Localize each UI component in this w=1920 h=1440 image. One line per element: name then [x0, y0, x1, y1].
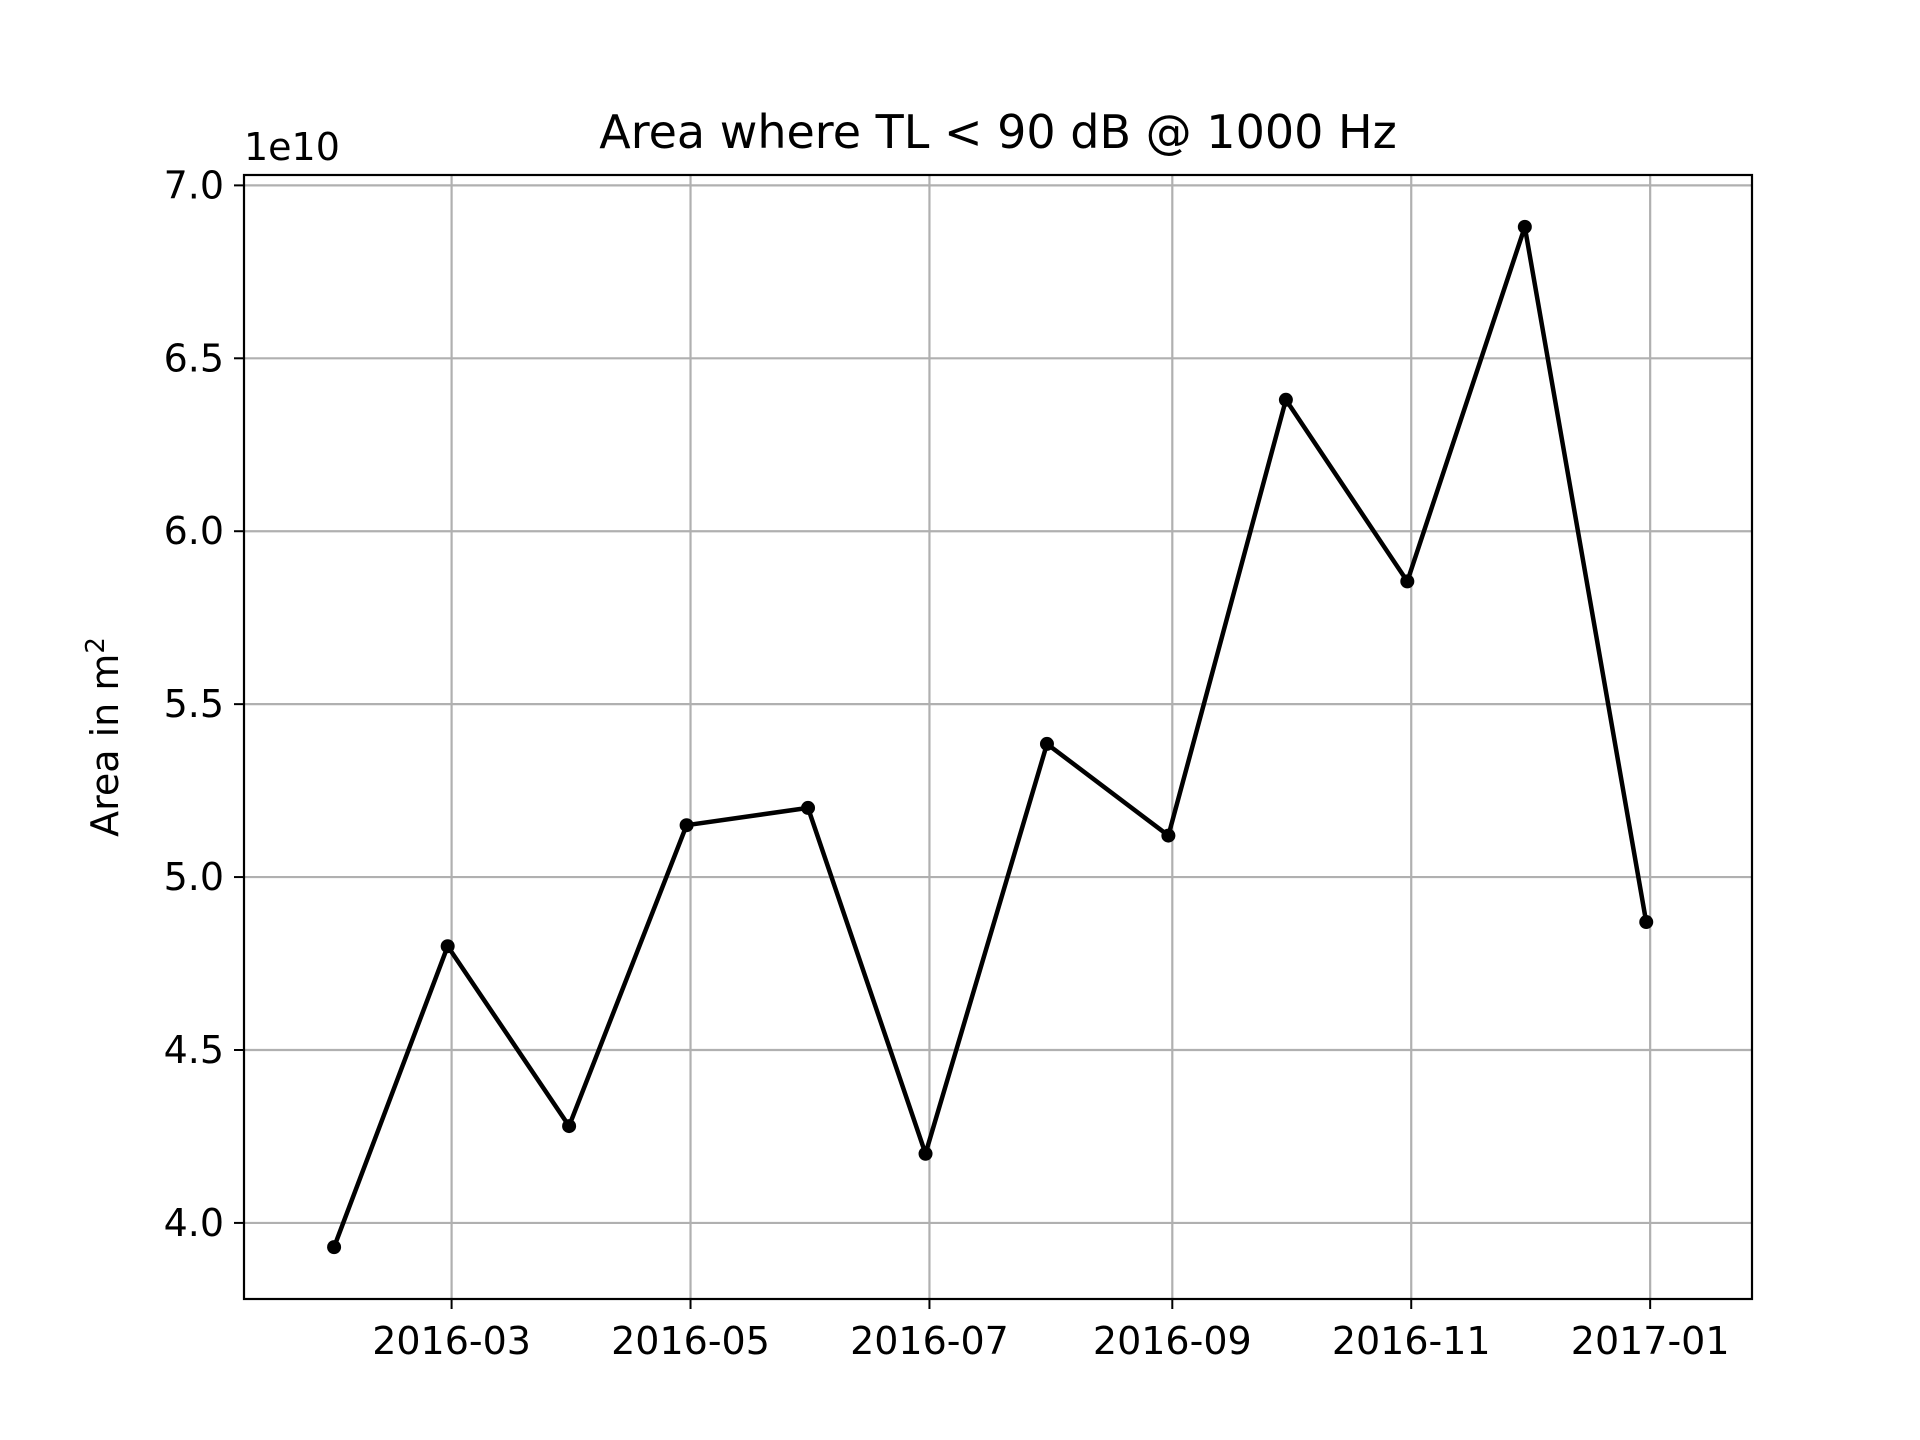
- axis-ticks: 2016-03 2016-05 2016-07 2016-09 2016-11 2017-…: [164, 163, 1730, 1363]
- x-tick-label: 2016-11: [1332, 1319, 1491, 1363]
- x-tick-label: 2016-05: [611, 1319, 770, 1363]
- plot-area-background: [244, 175, 1752, 1299]
- series-line: [331, 224, 1649, 1248]
- y-tick-label: 6.5: [164, 336, 224, 380]
- y-axis-label: Area in m2: [81, 637, 127, 837]
- chart-title: Area where TL < 90 dB @ 1000 Hz: [599, 105, 1396, 159]
- x-tick-label: 2017-01: [1571, 1319, 1730, 1363]
- y-tick-label: 5.0: [164, 855, 224, 899]
- y-tick-label: 6.0: [164, 509, 224, 553]
- x-tick-label: 2016-09: [1093, 1319, 1252, 1363]
- data-point: [679, 818, 694, 833]
- y-axis-offset-label: 1e10: [244, 125, 340, 169]
- axes-frame: [242, 173, 1754, 1301]
- data-point: [327, 1240, 342, 1255]
- y-axis-label-superscript: 2: [81, 637, 111, 654]
- data-point: [440, 939, 455, 954]
- y-tick-label: 4.0: [164, 1201, 224, 1245]
- grid-lines: [244, 175, 1752, 1299]
- data-point: [1161, 828, 1176, 843]
- y-tick-label: 5.5: [164, 682, 224, 726]
- data-point: [1039, 736, 1054, 751]
- data-point: [1400, 574, 1415, 589]
- data-point: [1278, 392, 1293, 407]
- data-point: [562, 1119, 577, 1134]
- x-tick-label: 2016-07: [850, 1319, 1009, 1363]
- data-series: [327, 219, 1654, 1255]
- y-axis-label-text: Area in m: [83, 654, 127, 837]
- y-tick-label: 7.0: [164, 163, 224, 207]
- x-tick-label: 2016-03: [372, 1319, 531, 1363]
- data-point: [801, 800, 816, 815]
- data-point: [1639, 915, 1654, 930]
- data-point: [918, 1146, 933, 1161]
- y-tick-label: 4.5: [164, 1028, 224, 1072]
- data-point: [1517, 219, 1532, 234]
